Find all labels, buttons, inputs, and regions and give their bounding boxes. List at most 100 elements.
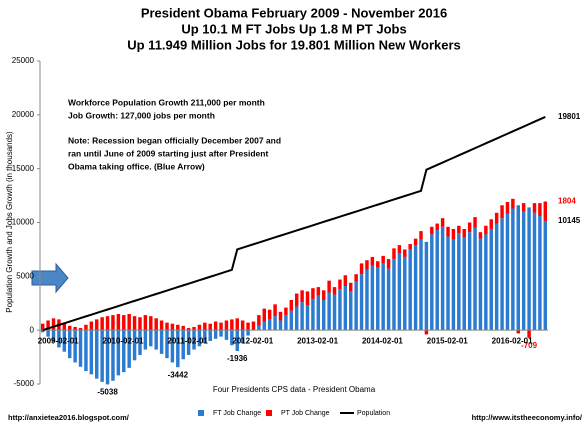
legend-swatch: [266, 410, 272, 416]
bar: [176, 324, 180, 331]
bar: [365, 269, 369, 331]
annotation: Obama taking office. (Blue Arrow): [68, 161, 205, 171]
bar: [305, 291, 310, 306]
bar: [403, 256, 407, 331]
bar: [311, 288, 315, 299]
bar: [154, 318, 158, 331]
bar: [273, 316, 277, 331]
bar: [273, 304, 277, 317]
data-label: 19801: [558, 112, 581, 121]
bar: [89, 330, 94, 375]
bar: [67, 325, 72, 331]
bar: [386, 259, 391, 269]
bar: [381, 255, 385, 264]
bar: [122, 330, 126, 373]
bar: [392, 248, 396, 260]
y-tick-label: 15000: [12, 164, 35, 173]
bar: [397, 245, 402, 254]
line: [42, 116, 546, 332]
bar: [403, 249, 407, 257]
bar: [100, 330, 104, 382]
bar: [284, 307, 288, 316]
bar: [527, 207, 531, 331]
bar: [489, 228, 493, 331]
bar: [111, 330, 115, 381]
bar: [278, 320, 283, 331]
bar: [440, 218, 445, 227]
bar: [138, 330, 142, 355]
bar: [105, 316, 110, 331]
bar: [484, 234, 488, 331]
bar: [105, 330, 110, 385]
x-tick-label: 2013-02-01: [297, 336, 338, 345]
bar: [208, 330, 212, 341]
bar: [246, 330, 250, 336]
bar: [435, 230, 439, 331]
bar: [413, 238, 418, 246]
bar: [294, 306, 299, 331]
bar: [111, 315, 115, 331]
bar: [321, 290, 326, 301]
bar: [46, 320, 50, 331]
bar: [267, 319, 272, 331]
bar: [181, 330, 185, 360]
bar: [478, 232, 483, 239]
bar: [359, 274, 364, 331]
bar: [46, 330, 50, 337]
bar: [451, 239, 456, 331]
y-tick-label: 5000: [16, 271, 34, 280]
bar: [213, 330, 218, 339]
bar: [62, 322, 67, 331]
bar: [116, 330, 121, 376]
bar: [203, 330, 207, 344]
bar: [176, 330, 180, 368]
bar: [505, 213, 510, 331]
bar: [95, 330, 99, 379]
bar: [300, 302, 304, 331]
bar: [78, 330, 83, 367]
x-tick-label: 2015-02-01: [427, 336, 468, 345]
bar: [370, 256, 375, 266]
x-tick-label: 2011-02-01: [167, 336, 208, 345]
bar: [332, 287, 337, 295]
bar: [538, 216, 542, 331]
bar: [224, 330, 229, 340]
bar: [149, 316, 153, 331]
bar: [127, 330, 131, 368]
data-label: 10145: [558, 216, 581, 225]
bar: [235, 318, 239, 331]
bar: [311, 298, 315, 331]
bar: [457, 225, 461, 234]
bar: [208, 323, 212, 331]
bar: [197, 324, 202, 331]
data-label: 1804: [558, 197, 576, 206]
bar: [516, 205, 521, 331]
bar: [419, 239, 423, 331]
bar: [365, 260, 369, 270]
bar: [219, 330, 223, 337]
bar: [289, 310, 294, 331]
bar: [478, 238, 483, 331]
bar: [505, 202, 510, 214]
bar: [408, 249, 412, 331]
y-tick-label: 20000: [12, 110, 35, 119]
annotation: Note: Recession began officially Decembe…: [68, 135, 281, 145]
bar: [500, 218, 504, 331]
footer-right: http://www.itstheeconomy.info/: [472, 413, 583, 422]
annotation: Workforce Population Growth 211,000 per …: [68, 97, 265, 107]
bar: [376, 267, 380, 331]
bar: [527, 330, 531, 338]
bar: [73, 326, 77, 331]
bar: [446, 226, 450, 237]
bar: [376, 261, 380, 268]
x-tick-label: 2012-02-01: [232, 336, 273, 345]
bar: [386, 268, 391, 331]
bar: [419, 231, 423, 240]
bar: [494, 223, 499, 331]
bar: [543, 220, 548, 331]
bar: [62, 330, 67, 352]
legend-swatch: [198, 410, 204, 416]
footer-left: http://anxietea2016.blogspot.com/: [8, 413, 130, 422]
bar: [521, 211, 526, 331]
